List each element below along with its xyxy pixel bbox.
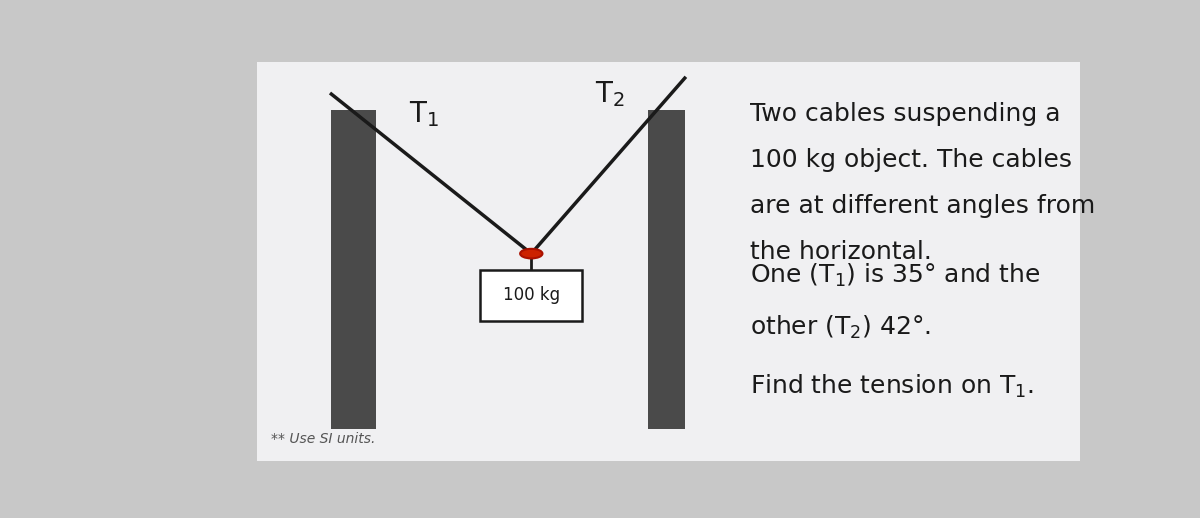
FancyBboxPatch shape bbox=[480, 269, 582, 321]
Text: Two cables suspending a: Two cables suspending a bbox=[750, 102, 1061, 126]
Circle shape bbox=[520, 249, 542, 258]
FancyBboxPatch shape bbox=[648, 110, 685, 429]
Text: are at different angles from: are at different angles from bbox=[750, 194, 1096, 218]
Text: 100 kg object. The cables: 100 kg object. The cables bbox=[750, 148, 1072, 172]
Text: other (T$_2$) 42°.: other (T$_2$) 42°. bbox=[750, 313, 931, 341]
FancyBboxPatch shape bbox=[257, 62, 727, 461]
Text: ** Use SI units.: ** Use SI units. bbox=[271, 432, 376, 446]
Text: the horizontal.: the horizontal. bbox=[750, 240, 931, 264]
Text: T$_2$: T$_2$ bbox=[595, 79, 625, 109]
Text: Find the tension on T$_1$.: Find the tension on T$_1$. bbox=[750, 373, 1033, 400]
Text: 100 kg: 100 kg bbox=[503, 286, 560, 305]
FancyBboxPatch shape bbox=[727, 62, 1080, 461]
Text: One (T$_1$) is 35° and the: One (T$_1$) is 35° and the bbox=[750, 262, 1040, 289]
FancyBboxPatch shape bbox=[331, 110, 376, 429]
Text: T$_1$: T$_1$ bbox=[409, 99, 439, 129]
